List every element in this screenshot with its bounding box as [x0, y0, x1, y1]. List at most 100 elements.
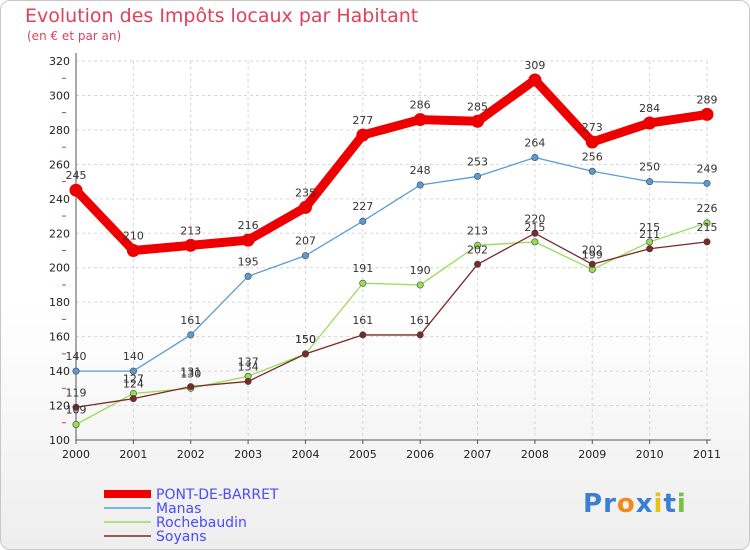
data-point	[588, 260, 596, 268]
data-label: 127	[123, 372, 144, 385]
legend-label: Rochebaudin	[156, 515, 247, 531]
data-point	[187, 383, 195, 391]
proxiti-logo: Proxiti	[583, 489, 687, 519]
data-label: 285	[467, 100, 488, 113]
data-label: 264	[524, 136, 545, 149]
data-label: 273	[582, 121, 603, 134]
data-point	[474, 172, 482, 180]
y-tick-label: 240	[49, 193, 70, 206]
data-point	[187, 331, 195, 339]
data-point	[72, 420, 80, 428]
data-point	[298, 200, 312, 214]
data-label: 195	[238, 255, 259, 268]
data-point	[301, 252, 309, 260]
y-tick-label: 320	[49, 55, 70, 68]
y-tick-label: 220	[49, 227, 70, 240]
axes: 100 120 140 160 180 200 220 240 260 280 300 320 2000…	[49, 53, 721, 461]
y-tick-label: 160	[49, 331, 70, 344]
y-tick-label: 180	[49, 296, 70, 309]
data-point	[474, 241, 482, 249]
data-point	[703, 219, 711, 227]
data-label: 190	[410, 264, 431, 277]
chart-subtitle: (en € et par an)	[27, 29, 122, 43]
legend-label: Manas	[156, 501, 201, 517]
data-label: 289	[697, 93, 718, 106]
data-label: 150	[295, 333, 316, 346]
series-line-soyans	[75, 232, 708, 408]
data-point	[646, 238, 654, 246]
x-tick-label: 2004	[291, 448, 319, 461]
logo-letter: o	[616, 489, 636, 519]
series-layer	[69, 73, 714, 428]
data-point	[126, 244, 140, 257]
data-label: 119	[66, 386, 87, 399]
data-point	[703, 238, 711, 246]
data-label: 286	[410, 99, 431, 112]
data-label: 140	[66, 350, 87, 363]
data-point	[301, 350, 309, 358]
data-point	[416, 181, 424, 189]
data-label: 220	[524, 212, 545, 225]
data-label: 161	[410, 314, 431, 327]
data-point	[359, 279, 367, 287]
data-point	[72, 403, 80, 411]
data-point	[416, 331, 424, 339]
x-tick-label: 2000	[62, 448, 90, 461]
data-label: 210	[123, 230, 144, 243]
x-tick-label: 2010	[636, 448, 664, 461]
logo-letter: i	[653, 489, 664, 519]
data-point	[72, 367, 80, 375]
y-tick-label: 140	[49, 365, 70, 378]
data-label: 161	[352, 314, 373, 327]
data-labels: 245 210 213 216 235 277 286 285 309 273 284 289 140 1…	[66, 59, 718, 417]
y-tick-label: 100	[49, 434, 70, 447]
data-label: 213	[467, 224, 488, 237]
logo-letter: i	[676, 489, 687, 519]
data-point	[359, 217, 367, 225]
data-point	[585, 135, 599, 149]
logo-letter: x	[635, 489, 654, 519]
data-point	[646, 245, 654, 253]
data-label: 215	[524, 221, 545, 234]
data-label: 215	[697, 221, 718, 234]
data-point	[69, 183, 83, 197]
data-label: 202	[582, 243, 603, 256]
data-point	[643, 116, 657, 130]
logo-letter: t	[663, 489, 677, 519]
data-point	[531, 229, 539, 237]
chart-title: Evolution des Impôts locaux par Habitant	[25, 5, 419, 27]
data-point	[703, 179, 711, 187]
data-label: 130	[180, 367, 201, 380]
data-label: 215	[639, 221, 660, 234]
data-label: 250	[639, 161, 660, 174]
data-point	[700, 107, 714, 121]
data-point	[646, 178, 654, 186]
x-tick-label: 2005	[349, 448, 377, 461]
data-point	[588, 167, 596, 175]
data-label: 150	[295, 333, 316, 346]
data-label: 140	[123, 350, 144, 363]
data-point	[129, 367, 137, 375]
data-label: 284	[639, 102, 660, 115]
y-tick-label: 120	[49, 400, 70, 413]
data-point	[184, 238, 198, 252]
y-tick-label: 300	[49, 89, 70, 102]
y-tick-label: 280	[49, 124, 70, 137]
data-label: 202	[467, 243, 488, 256]
x-tick-label: 2001	[119, 448, 147, 461]
x-tick-label: 2009	[578, 448, 606, 461]
legend-label: PONT-DE-BARRET	[156, 487, 279, 503]
data-point	[416, 281, 424, 289]
x-tick-label: 2003	[234, 448, 262, 461]
data-label: 191	[352, 262, 373, 275]
data-point	[241, 233, 255, 247]
data-label: 226	[697, 202, 718, 215]
data-label: 213	[180, 224, 201, 237]
data-point	[129, 395, 137, 403]
x-tick-label: 2002	[177, 448, 205, 461]
data-label: 161	[180, 314, 201, 327]
data-label: 207	[295, 235, 316, 248]
data-label: 256	[582, 150, 603, 163]
